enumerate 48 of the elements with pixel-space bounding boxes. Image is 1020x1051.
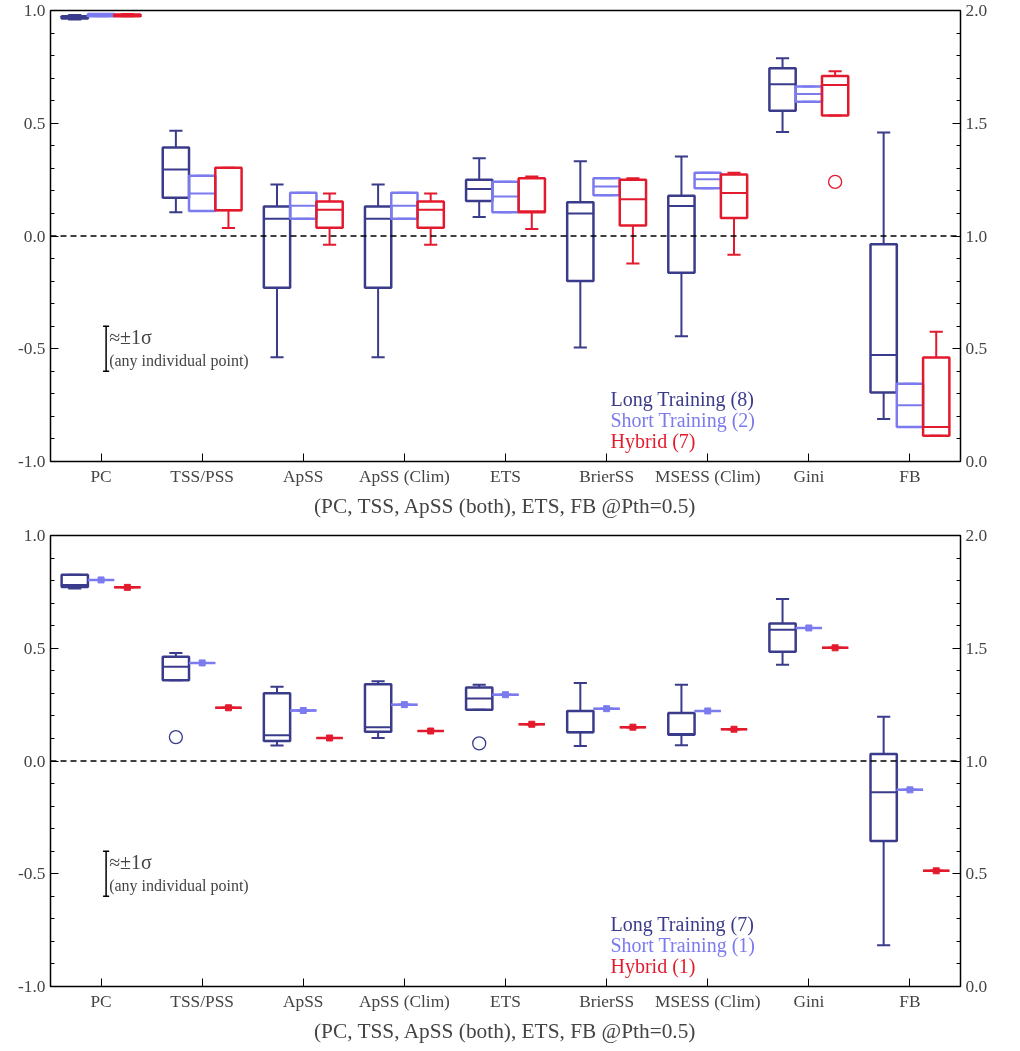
- x-tick-label: FB: [899, 991, 921, 1011]
- y2-tick-label: 2.0: [965, 1, 988, 20]
- x-tick-label: BrierSS: [579, 991, 635, 1011]
- x-tick-label: Gini: [793, 466, 825, 486]
- y-tick-label: 0.5: [23, 638, 46, 658]
- y-tick-label: -0.5: [18, 339, 46, 359]
- x-tick-label: TSS/PSS: [170, 991, 234, 1011]
- y-tick-label: -0.5: [18, 864, 46, 884]
- y-tick-label: 0.0: [23, 751, 46, 771]
- x-tick-label: MSESS (Clim): [655, 991, 761, 1011]
- x-tick-label: ApSS: [283, 466, 324, 486]
- y-tick-label: 1.0: [23, 1, 46, 20]
- x-tick-label: FB: [899, 466, 921, 486]
- text: Hybrid (7): [610, 429, 696, 453]
- text: Hybrid (1): [610, 954, 696, 978]
- annotation: ≈±1σ: [109, 851, 153, 874]
- x-tick-label: ApSS: [283, 991, 324, 1011]
- y2-tick-label: 1.0: [965, 226, 988, 246]
- y2-tick-label: 0.0: [965, 977, 988, 996]
- y2-tick-label: 1.5: [965, 638, 988, 658]
- x-axis-title: (PC, TSS, ApSS (both), ETS, FB @Pth=0.5): [313, 493, 696, 518]
- y-tick-label: -1.0: [18, 977, 46, 996]
- x-tick-label: MSESS (Clim): [655, 466, 761, 486]
- text: Long Training (7): [610, 912, 754, 936]
- y-tick-label: 0.5: [23, 113, 46, 133]
- x-tick-label: ApSS (Clim): [358, 466, 451, 486]
- x-tick-label: Gini: [793, 991, 825, 1011]
- x-tick-label: ETS: [490, 991, 521, 1011]
- y2-tick-label: 1.0: [965, 751, 988, 771]
- y-tick-label: 0.0: [23, 226, 46, 246]
- y2-tick-label: 0.5: [965, 864, 988, 884]
- y-tick-label: -1.0: [18, 452, 46, 471]
- annotation: ≈±1σ: [109, 326, 153, 349]
- text: Long Training (8): [610, 387, 754, 411]
- x-tick-label: ApSS (Clim): [358, 991, 451, 1011]
- x-tick-label: BrierSS: [579, 466, 635, 486]
- y-tick-label: 1.0: [23, 526, 46, 545]
- y2-tick-label: 0.5: [965, 339, 988, 359]
- x-axis-title: (PC, TSS, ApSS (both), ETS, FB @Pth=0.5): [313, 1018, 696, 1043]
- x-tick-label: ETS: [490, 466, 521, 486]
- y2-tick-label: 1.5: [965, 113, 988, 133]
- y2-tick-label: 2.0: [965, 526, 988, 545]
- annotation: (any individual point): [109, 351, 249, 370]
- annotation: (any individual point): [109, 876, 249, 895]
- y2-tick-label: 0.0: [965, 452, 988, 471]
- x-tick-label: TSS/PSS: [170, 466, 234, 486]
- x-tick-label: PC: [90, 466, 112, 486]
- x-tick-label: PC: [90, 991, 112, 1011]
